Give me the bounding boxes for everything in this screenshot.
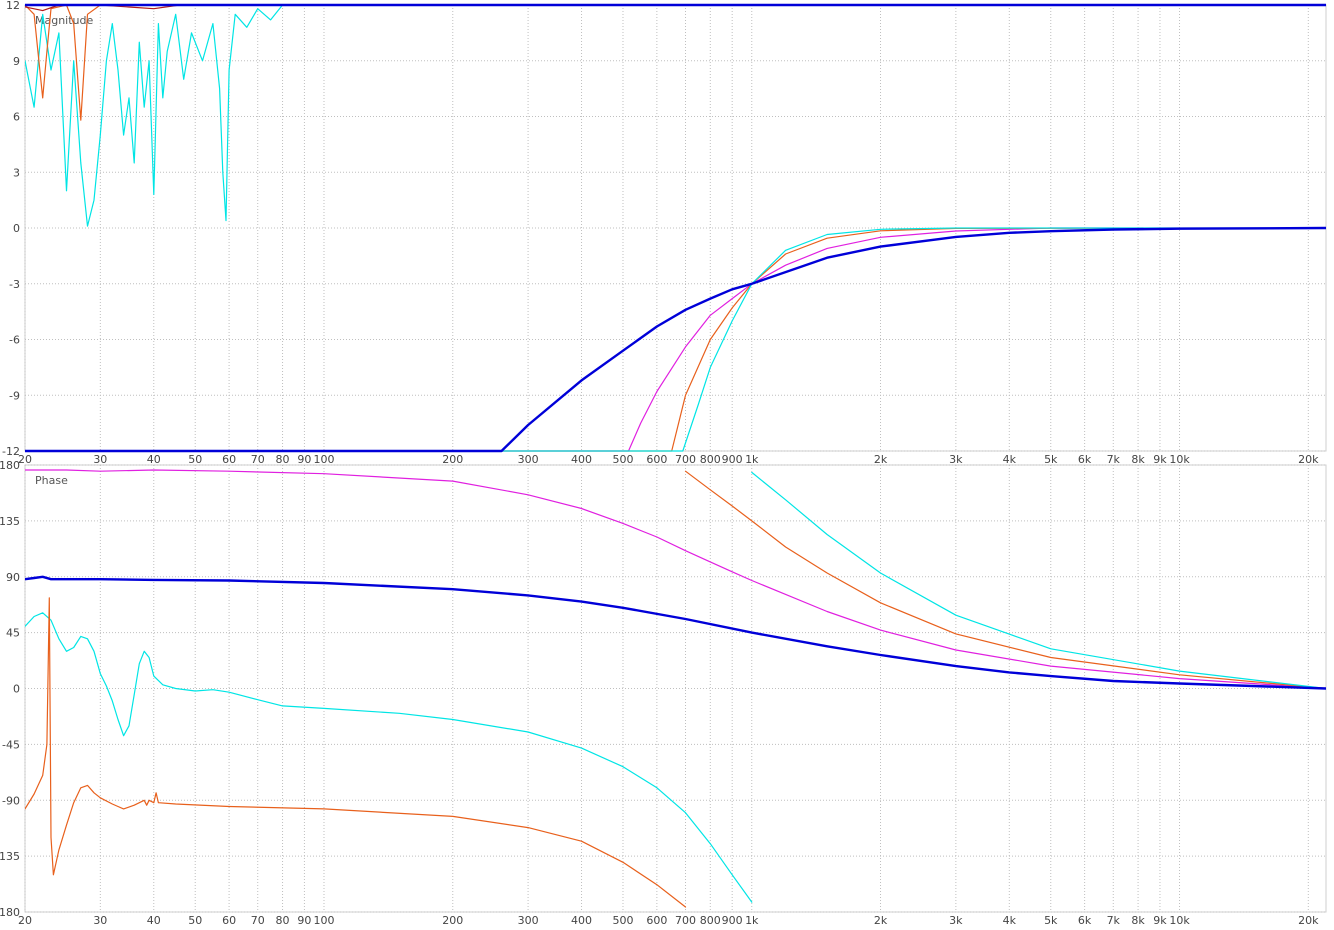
series-line bbox=[25, 575, 1326, 690]
series-line bbox=[25, 597, 687, 908]
x-tick-label: 10k bbox=[1169, 914, 1190, 927]
x-tick-label: 40 bbox=[147, 914, 161, 927]
x-tick-label: 700 bbox=[675, 453, 696, 466]
y-tick-label: -6 bbox=[9, 334, 20, 347]
series-line bbox=[25, 612, 753, 903]
y-tick-label: -135 bbox=[0, 850, 20, 863]
x-tick-label: 50 bbox=[188, 914, 202, 927]
x-tick-label: 20 bbox=[18, 453, 32, 466]
y-tick-label: 9 bbox=[13, 55, 20, 68]
x-tick-label: 700 bbox=[675, 914, 696, 927]
y-tick-label: 3 bbox=[13, 166, 20, 179]
magnitude-panel: 20 30 40 50 60 70 80 90 100 200 300 400 500 600 700 800… bbox=[2, 0, 1327, 466]
y-tick-label: 135 bbox=[0, 515, 20, 528]
x-tick-label: 100 bbox=[313, 914, 334, 927]
x-tick-label: 300 bbox=[518, 914, 539, 927]
series-line bbox=[25, 226, 1326, 453]
x-tick-label: 20k bbox=[1298, 914, 1319, 927]
x-tick-label: 30 bbox=[93, 914, 107, 927]
series-group bbox=[25, 3, 1326, 453]
x-tick-label: 500 bbox=[612, 914, 633, 927]
x-tick-label: 800 bbox=[700, 453, 721, 466]
x-tick-label: 200 bbox=[442, 914, 463, 927]
x-tick-label: 600 bbox=[646, 914, 667, 927]
x-tick-label: 20 bbox=[18, 914, 32, 927]
x-tick-label: 60 bbox=[222, 453, 236, 466]
y-tick-label: 180 bbox=[0, 459, 20, 472]
x-tick-label: 9k bbox=[1153, 453, 1167, 466]
x-tick-label: 7k bbox=[1107, 453, 1121, 466]
x-tick-label: 20k bbox=[1298, 453, 1319, 466]
y-tick-label: 0 bbox=[13, 222, 20, 235]
x-tick-label: 3k bbox=[949, 453, 963, 466]
y-tick-label: 0 bbox=[13, 683, 20, 696]
series-line bbox=[751, 471, 1326, 690]
x-tick-label: 7k bbox=[1107, 914, 1121, 927]
x-tick-label: 9k bbox=[1153, 914, 1167, 927]
x-tick-label: 8k bbox=[1131, 914, 1145, 927]
x-tick-label: 30 bbox=[93, 453, 107, 466]
y-tick-label: -45 bbox=[2, 738, 20, 751]
x-tick-label: 70 bbox=[251, 914, 265, 927]
x-tick-label: 2k bbox=[874, 914, 888, 927]
x-tick-label: 5k bbox=[1044, 914, 1058, 927]
x-tick-label: 80 bbox=[276, 453, 290, 466]
x-tick-label: 400 bbox=[571, 453, 592, 466]
x-tick-label: 70 bbox=[251, 453, 265, 466]
x-tick-label: 60 bbox=[222, 914, 236, 927]
y-tick-label: 12 bbox=[6, 0, 20, 12]
x-tick-label: 4k bbox=[1003, 914, 1017, 927]
x-tick-label: 600 bbox=[646, 453, 667, 466]
series-line bbox=[25, 469, 1326, 690]
x-tick-label: 80 bbox=[276, 914, 290, 927]
x-tick-label: 5k bbox=[1044, 453, 1058, 466]
y-tick-label: 90 bbox=[6, 571, 20, 584]
y-tick-label: -9 bbox=[9, 389, 20, 402]
x-tick-label: 100 bbox=[313, 453, 334, 466]
series-line bbox=[25, 4, 284, 227]
x-tick-label: 300 bbox=[518, 453, 539, 466]
x-tick-label: 200 bbox=[442, 453, 463, 466]
y-tick-label: 45 bbox=[6, 627, 20, 640]
y-tick-label: 6 bbox=[13, 111, 20, 124]
x-tick-label: 900 bbox=[722, 914, 743, 927]
x-tick-label: 8k bbox=[1131, 453, 1145, 466]
y-tick-label: -180 bbox=[0, 906, 20, 919]
x-tick-label: 90 bbox=[297, 453, 311, 466]
x-tick-label: 6k bbox=[1078, 453, 1092, 466]
x-tick-label: 1k bbox=[745, 914, 759, 927]
y-tick-label: -12 bbox=[2, 445, 20, 458]
phase-panel: 20 30 40 50 60 70 80 90 100 200 300 400 500 600 700 800… bbox=[0, 459, 1327, 927]
x-tick-label: 1k bbox=[745, 453, 759, 466]
x-tick-label: 4k bbox=[1003, 453, 1017, 466]
x-tick-label: 400 bbox=[571, 914, 592, 927]
series-group bbox=[25, 469, 1326, 908]
series-line bbox=[684, 470, 1326, 690]
y-tick-label: -3 bbox=[9, 278, 20, 291]
x-tick-label: 2k bbox=[874, 453, 888, 466]
x-tick-label: 3k bbox=[949, 914, 963, 927]
panel-title: Phase bbox=[35, 474, 68, 487]
x-tick-label: 90 bbox=[297, 914, 311, 927]
y-tick-label: -90 bbox=[2, 794, 20, 807]
x-tick-label: 10k bbox=[1169, 453, 1190, 466]
x-tick-label: 500 bbox=[612, 453, 633, 466]
x-tick-label: 40 bbox=[147, 453, 161, 466]
x-tick-label: 6k bbox=[1078, 914, 1092, 927]
x-tick-label: 900 bbox=[722, 453, 743, 466]
series-line bbox=[25, 227, 1309, 452]
x-tick-label: 50 bbox=[188, 453, 202, 466]
x-tick-label: 800 bbox=[700, 914, 721, 927]
